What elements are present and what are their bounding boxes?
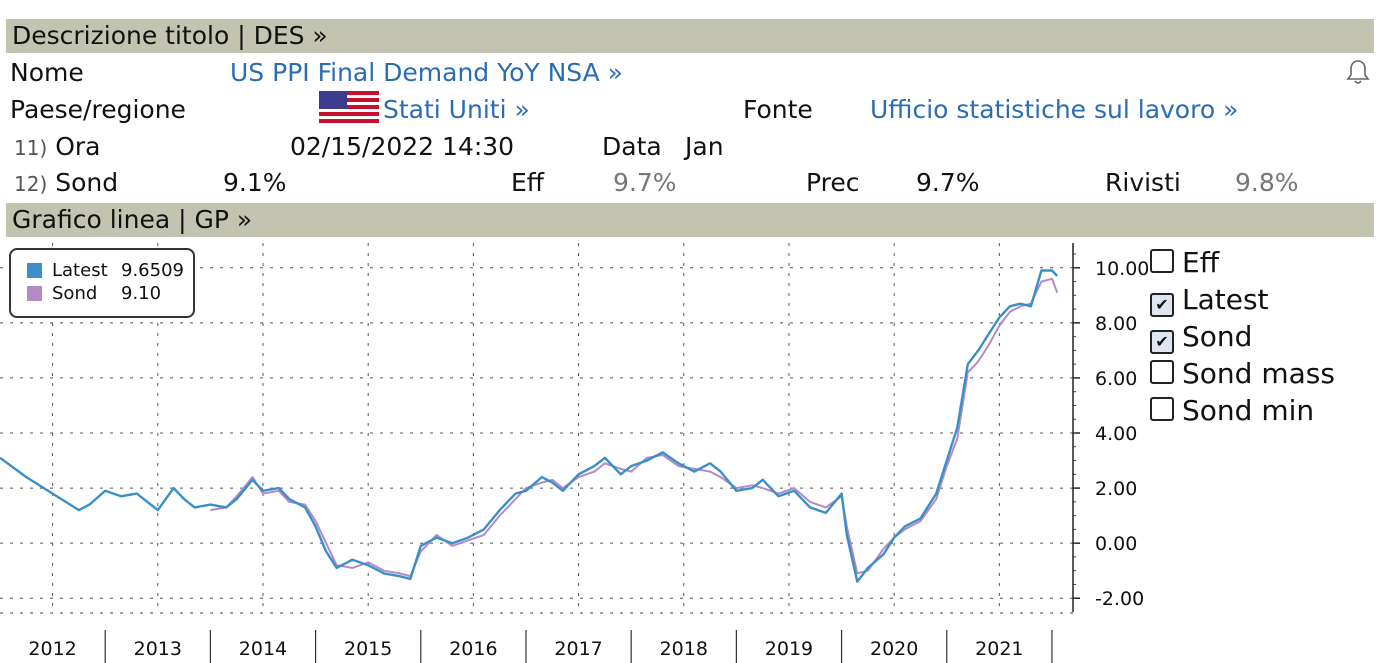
country-link[interactable]: Stati Uniti » bbox=[383, 95, 530, 124]
period-value: Jan bbox=[685, 132, 724, 161]
legend-item-latest: Latest bbox=[27, 260, 108, 282]
y-tick-label: 8.00 bbox=[1095, 313, 1137, 335]
chart-legend: Latest 9.6509 Sond 9.10 bbox=[9, 248, 195, 318]
nome-label: Nome bbox=[10, 58, 84, 87]
description-header-bar[interactable]: Descrizione titolo | DES » bbox=[6, 19, 1374, 53]
prec-value: 9.7% bbox=[916, 168, 980, 197]
chart-axes bbox=[0, 243, 1080, 663]
prec-label: Prec bbox=[806, 168, 860, 197]
checkbox-icon[interactable]: ✔ bbox=[1150, 330, 1174, 354]
sond-value: 9.1% bbox=[223, 168, 287, 197]
checkbox-icon[interactable] bbox=[1150, 397, 1174, 421]
eff-value: 9.7% bbox=[613, 168, 677, 197]
x-tick-label: 2013 bbox=[134, 638, 182, 660]
legend-name-latest: Latest bbox=[52, 260, 108, 281]
series-toggle-latest[interactable]: ✔ Latest bbox=[1150, 282, 1269, 318]
y-tick-label: -2.00 bbox=[1095, 588, 1144, 610]
paese-label: Paese/regione bbox=[10, 95, 186, 124]
series-line-sond bbox=[210, 277, 1059, 578]
x-tick-label: 2019 bbox=[765, 638, 813, 660]
series-toggle-sond[interactable]: ✔ Sond bbox=[1150, 319, 1252, 355]
series-toggle-eff[interactable]: Eff bbox=[1150, 245, 1219, 281]
legend-item-sond: Sond bbox=[27, 283, 97, 305]
y-tick-label: 4.00 bbox=[1095, 423, 1137, 445]
checkbox-icon[interactable]: ✔ bbox=[1150, 293, 1174, 317]
line-chart[interactable]: 2012 2013 2014 2015 2016 2017 2018 2019 2020 2021… bbox=[0, 237, 1389, 663]
y-tick-label: 2.00 bbox=[1095, 478, 1137, 500]
legend-name-sond: Sond bbox=[52, 283, 98, 304]
fonte-label: Fonte bbox=[743, 95, 813, 124]
ora-row[interactable]: 11) Ora bbox=[14, 131, 101, 164]
x-axis-labels: 2012 2013 2014 2015 2016 2017 2018 2019 2020 2021 bbox=[28, 638, 1023, 660]
y-tick-label: 10.00 bbox=[1095, 258, 1149, 280]
release-datetime: 02/15/2022 14:30 bbox=[290, 132, 515, 161]
x-tick-label: 2021 bbox=[975, 638, 1023, 660]
x-tick-label: 2017 bbox=[554, 638, 602, 660]
rivisti-label: Rivisti bbox=[1105, 168, 1181, 197]
ora-index: 11) bbox=[14, 136, 48, 160]
series-toggle-sond-min[interactable]: Sond min bbox=[1150, 393, 1314, 429]
legend-value-latest: 9.6509 bbox=[121, 260, 184, 281]
x-tick-label: 2016 bbox=[449, 638, 497, 660]
legend-swatch-sond bbox=[27, 286, 42, 301]
chart-header-bar[interactable]: Grafico linea | GP » bbox=[6, 203, 1374, 237]
x-tick-label: 2020 bbox=[870, 638, 918, 660]
series-toggle-label: Sond mass bbox=[1182, 357, 1335, 390]
legend-swatch-latest bbox=[27, 263, 42, 278]
x-tick-label: 2015 bbox=[344, 638, 392, 660]
checkbox-icon[interactable] bbox=[1150, 360, 1174, 384]
series-toggle-sond-mass[interactable]: Sond mass bbox=[1150, 356, 1335, 392]
series-toggle-label: Eff bbox=[1182, 246, 1219, 279]
sond-label: Sond bbox=[55, 168, 119, 197]
x-tick-label: 2018 bbox=[660, 638, 708, 660]
y-tick-label: 0.00 bbox=[1095, 533, 1137, 555]
y-axis-labels: 10.00 8.00 6.00 4.00 2.00 0.00 -2.00 bbox=[1095, 258, 1149, 610]
x-tick-label: 2012 bbox=[28, 638, 76, 660]
series-toggle-label: Sond bbox=[1182, 320, 1253, 353]
checkbox-icon[interactable] bbox=[1150, 249, 1174, 273]
ora-label: Ora bbox=[55, 132, 101, 161]
series-line-latest bbox=[0, 269, 1059, 583]
rivisti-value: 9.8% bbox=[1235, 168, 1299, 197]
series-toggle-label: Latest bbox=[1182, 283, 1269, 316]
source-link[interactable]: Ufficio statistiche sul lavoro » bbox=[870, 95, 1239, 124]
sond-index: 12) bbox=[14, 172, 48, 196]
us-flag-icon bbox=[319, 91, 379, 123]
sond-row[interactable]: 12) Sond bbox=[14, 167, 118, 200]
series-toggle-label: Sond min bbox=[1182, 394, 1315, 427]
y-tick-label: 6.00 bbox=[1095, 368, 1137, 390]
chart-header-label[interactable]: Grafico linea | GP » bbox=[12, 205, 253, 234]
x-tick-label: 2014 bbox=[239, 638, 287, 660]
legend-value-sond: 9.10 bbox=[121, 283, 162, 304]
chart-series bbox=[0, 269, 1059, 583]
description-header-label[interactable]: Descrizione titolo | DES » bbox=[12, 21, 328, 50]
security-name-link[interactable]: US PPI Final Demand YoY NSA » bbox=[230, 58, 623, 87]
bell-icon[interactable] bbox=[1345, 58, 1371, 86]
eff-label: Eff bbox=[511, 168, 545, 197]
data-label: Data bbox=[602, 132, 662, 161]
